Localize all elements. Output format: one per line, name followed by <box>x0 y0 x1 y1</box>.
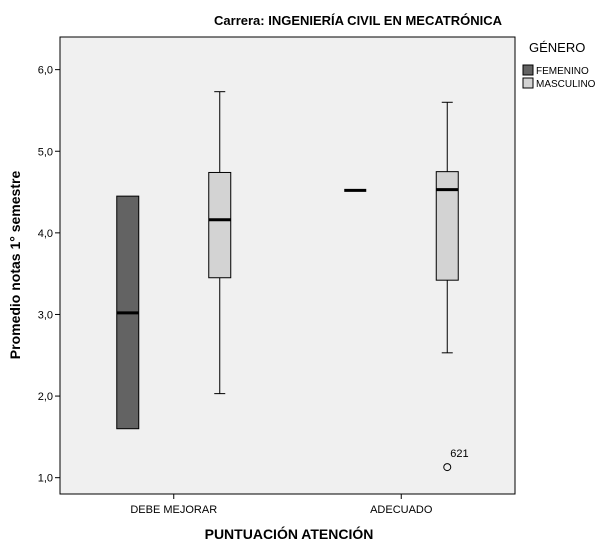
legend-label: MASCULINO <box>536 79 596 90</box>
legend-swatch <box>522 64 534 76</box>
y-axis: 1,0 2,0 3,0 4,0 5,0 6,0 <box>38 65 60 485</box>
y-tick-label: 4,0 <box>38 228 53 240</box>
box-femenino-debe-mejorar <box>116 195 140 430</box>
box-masculino-debe-mejorar <box>208 91 232 395</box>
x-tick-label: DEBE MEJORAR <box>130 504 217 516</box>
legend: GÉNERO FEMENINO MASCULINO <box>522 40 596 90</box>
box <box>435 171 459 281</box>
y-tick-label: 3,0 <box>38 309 53 321</box>
legend-label: FEMENINO <box>536 66 589 77</box>
boxes-layer: 621 <box>116 91 469 472</box>
y-tick-label: 6,0 <box>38 65 53 77</box>
legend-title: GÉNERO <box>529 40 585 55</box>
y-axis-title: Promedio notas 1° semestre <box>7 171 23 360</box>
box <box>208 171 232 279</box>
x-axis: DEBE MEJORAR ADECUADO <box>130 494 433 516</box>
y-tick-label: 2,0 <box>38 391 53 403</box>
y-tick-label: 5,0 <box>38 146 53 158</box>
outlier-label: 621 <box>450 448 468 460</box>
x-axis-title: PUNTUACIÓN ATENCIÓN <box>205 525 374 542</box>
chart-title: Carrera: INGENIERÍA CIVIL EN MECATRÓNICA <box>214 13 503 28</box>
box-masculino-adecuado: 621 <box>435 101 469 472</box>
legend-swatch <box>522 77 534 89</box>
x-tick-label: ADECUADO <box>370 504 433 516</box>
outlier-point <box>443 463 452 472</box>
y-tick-label: 1,0 <box>38 473 53 485</box>
